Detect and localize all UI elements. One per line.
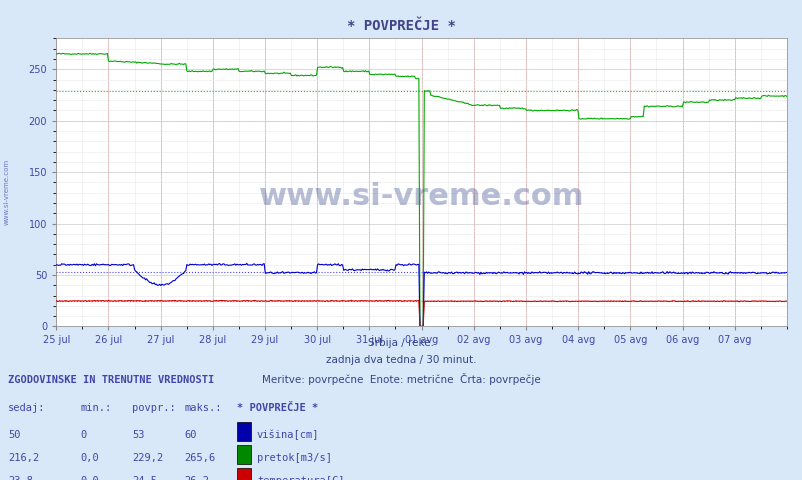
Bar bbox=[237, 468, 251, 480]
Text: 229,2: 229,2 bbox=[132, 453, 164, 463]
Text: maks.:: maks.: bbox=[184, 403, 222, 413]
Text: povpr.:: povpr.: bbox=[132, 403, 176, 413]
Text: www.si-vreme.com: www.si-vreme.com bbox=[258, 182, 584, 211]
Text: * POVPREČJE *: * POVPREČJE * bbox=[237, 403, 318, 413]
Text: 26,2: 26,2 bbox=[184, 476, 209, 480]
Text: 0,0: 0,0 bbox=[80, 453, 99, 463]
Text: www.si-vreme.com: www.si-vreme.com bbox=[4, 159, 10, 225]
Text: 24,5: 24,5 bbox=[132, 476, 157, 480]
Text: 0: 0 bbox=[80, 430, 87, 440]
Text: min.:: min.: bbox=[80, 403, 111, 413]
Text: 50: 50 bbox=[8, 430, 21, 440]
Text: višina[cm]: višina[cm] bbox=[257, 429, 319, 440]
Bar bbox=[237, 445, 251, 464]
Text: 60: 60 bbox=[184, 430, 197, 440]
Text: 53: 53 bbox=[132, 430, 145, 440]
Text: 216,2: 216,2 bbox=[8, 453, 39, 463]
Text: sedaj:: sedaj: bbox=[8, 403, 46, 413]
Text: * POVPREČJE *: * POVPREČJE * bbox=[346, 19, 456, 33]
Text: ZGODOVINSKE IN TRENUTNE VREDNOSTI: ZGODOVINSKE IN TRENUTNE VREDNOSTI bbox=[8, 375, 214, 385]
Bar bbox=[237, 422, 251, 441]
Text: temperatura[C]: temperatura[C] bbox=[257, 476, 344, 480]
Text: pretok[m3/s]: pretok[m3/s] bbox=[257, 453, 331, 463]
Text: 265,6: 265,6 bbox=[184, 453, 216, 463]
Text: 23,8: 23,8 bbox=[8, 476, 33, 480]
Text: Srbija / reke.
zadnja dva tedna / 30 minut.
Meritve: povrpečne  Enote: metrične : Srbija / reke. zadnja dva tedna / 30 min… bbox=[261, 338, 541, 385]
Text: 0,0: 0,0 bbox=[80, 476, 99, 480]
